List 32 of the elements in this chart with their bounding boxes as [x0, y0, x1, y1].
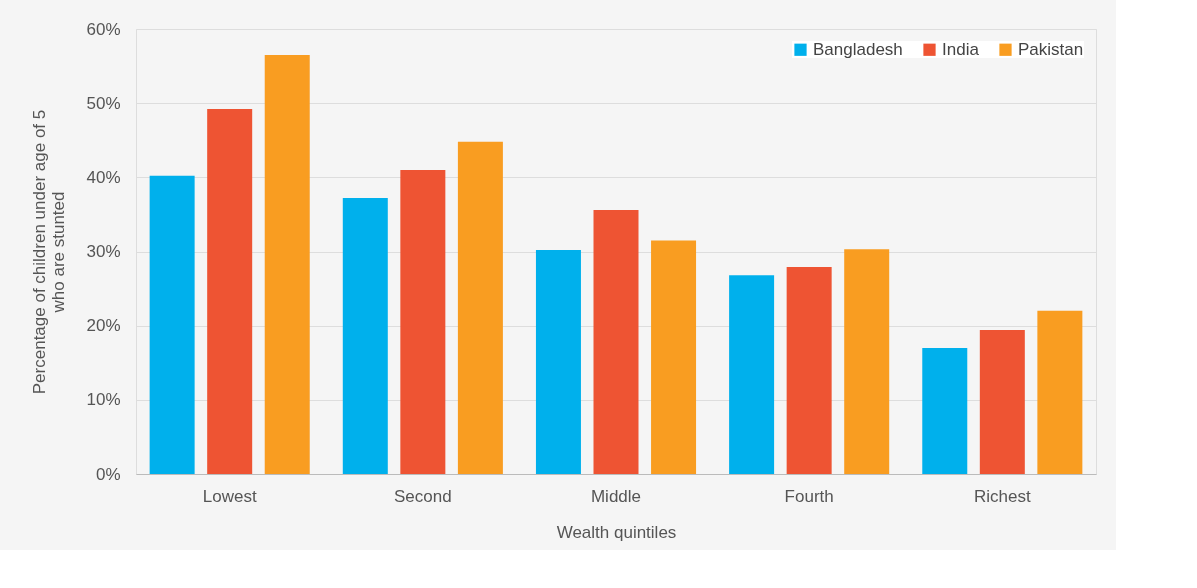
bar [729, 275, 775, 474]
bar [922, 347, 968, 474]
bar [593, 209, 639, 474]
y-tick-label: 50% [86, 93, 121, 113]
bar [535, 250, 581, 474]
y-tick-label: 40% [86, 167, 121, 187]
bar [786, 267, 832, 474]
y-tick-label: 10% [86, 390, 121, 410]
x-tick-label: Fourth [784, 486, 834, 506]
bar [844, 249, 890, 474]
y-tick-label: 30% [86, 242, 121, 261]
y-tick-label: 60% [86, 19, 121, 39]
y-axis-title: Percentage of children under age of 5 who are stunted [30, 109, 69, 395]
x-tick-label: Richest [973, 486, 1031, 506]
y-tick-label: 20% [86, 316, 121, 336]
bar [207, 109, 253, 474]
x-tick-label: Second [394, 486, 452, 506]
bar [979, 330, 1025, 474]
y-tick-label: 0% [95, 464, 121, 484]
bar [264, 54, 310, 474]
bar [1037, 310, 1083, 474]
bar [651, 240, 697, 474]
x-tick-label: Middle [590, 486, 642, 506]
x-tick-label: Lowest [202, 486, 257, 506]
bar [149, 175, 195, 474]
legend-label: Bangladesh [813, 39, 903, 59]
x-axis-title: Wealth quintiles [556, 522, 677, 542]
bar [400, 169, 446, 474]
legend-label: India [942, 39, 980, 59]
bar [342, 198, 388, 474]
legend-label: Pakistan [1018, 39, 1084, 59]
bar [457, 141, 503, 474]
